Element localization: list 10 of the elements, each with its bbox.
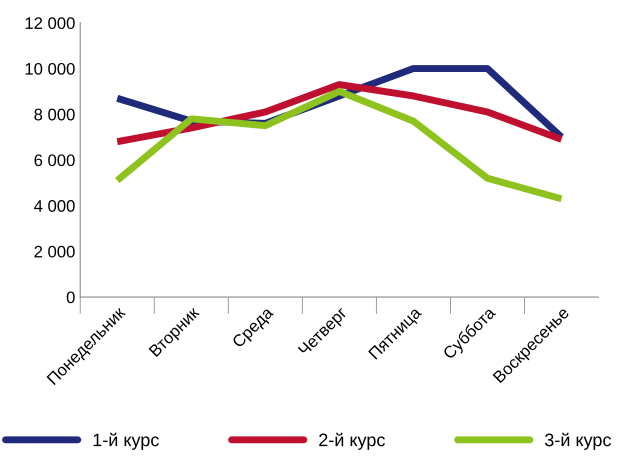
y-tick-label: 0 — [66, 291, 75, 304]
y-tick-label: 10 000 — [26, 62, 75, 75]
y-tick-label: 4 000 — [34, 200, 75, 212]
y-tick-label: 6 000 — [34, 154, 75, 166]
y-tick-label: 12 000 — [26, 17, 75, 30]
y-tick-label: 2 000 — [34, 246, 75, 258]
legend-label: 2-й курс — [319, 432, 385, 450]
y-tick-label: 8 000 — [34, 108, 75, 120]
legend-label: 3-й курс — [544, 432, 611, 450]
legend-label: 1-й курс — [94, 432, 159, 450]
